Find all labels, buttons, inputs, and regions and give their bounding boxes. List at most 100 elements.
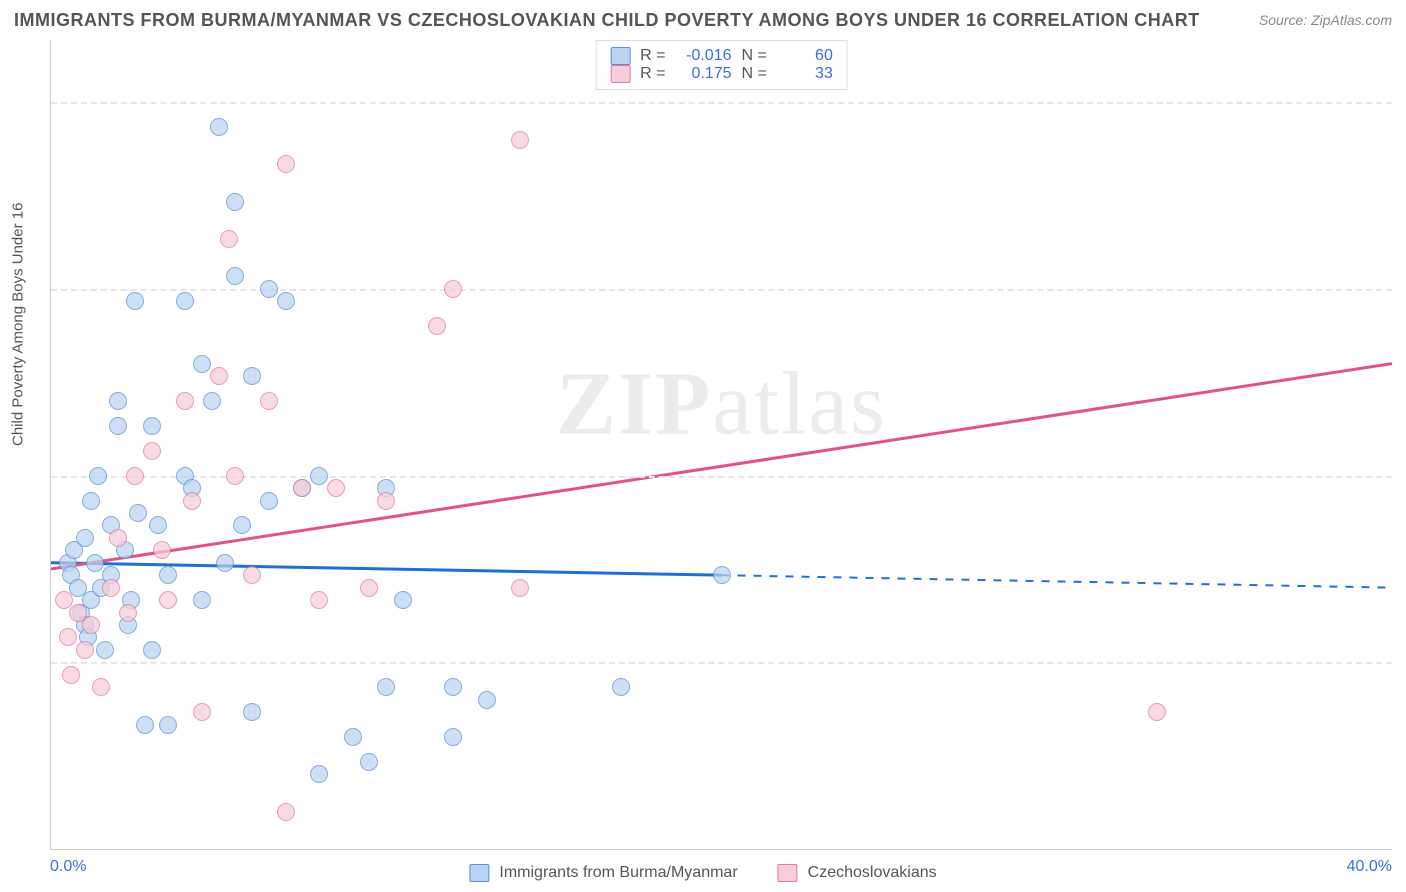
data-point: [243, 566, 261, 584]
data-point: [277, 292, 295, 310]
data-point: [293, 479, 311, 497]
data-point: [243, 703, 261, 721]
data-point: [233, 516, 251, 534]
data-point: [360, 579, 378, 597]
data-point: [136, 716, 154, 734]
data-point: [82, 616, 100, 634]
data-point: [444, 728, 462, 746]
y-tick-label: 15.0%: [1394, 653, 1406, 671]
watermark-bold: ZIP: [556, 355, 712, 454]
y-axis-label: Child Poverty Among Boys Under 16: [10, 203, 27, 446]
data-point: [102, 579, 120, 597]
x-tick-min: 0.0%: [50, 858, 86, 876]
data-point: [260, 392, 278, 410]
legend-row: R = -0.016 N = 60: [610, 47, 833, 65]
data-point: [226, 467, 244, 485]
data-point: [159, 566, 177, 584]
data-point: [243, 367, 261, 385]
data-point: [59, 628, 77, 646]
data-point: [277, 155, 295, 173]
data-point: [176, 392, 194, 410]
gridline: [51, 476, 1392, 478]
data-point: [310, 591, 328, 609]
data-point: [159, 716, 177, 734]
data-point: [344, 728, 362, 746]
data-point: [511, 579, 529, 597]
data-point: [444, 280, 462, 298]
data-point: [126, 292, 144, 310]
data-point: [96, 641, 114, 659]
r-value: -0.016: [676, 47, 732, 65]
data-point: [143, 641, 161, 659]
data-point: [153, 541, 171, 559]
data-point: [82, 492, 100, 510]
source-credit: Source: ZipAtlas.com: [1259, 12, 1392, 28]
data-point: [92, 678, 110, 696]
gridline: [51, 662, 1392, 664]
n-value: 60: [777, 47, 833, 65]
r-label: R =: [640, 47, 665, 65]
data-point: [143, 442, 161, 460]
data-point: [119, 604, 137, 622]
data-point: [203, 392, 221, 410]
legend-swatch-icon: [778, 864, 798, 882]
watermark-rest: atlas: [712, 355, 887, 454]
series-legend: Immigrants from Burma/Myanmar Czechoslov…: [469, 864, 936, 882]
data-point: [612, 678, 630, 696]
data-point: [511, 131, 529, 149]
data-point: [444, 678, 462, 696]
data-point: [428, 317, 446, 335]
data-point: [109, 417, 127, 435]
chart-plot-area: ZIPatlas R = -0.016 N = 60 R = 0.175 N =…: [50, 40, 1392, 850]
data-point: [76, 529, 94, 547]
gridline: [51, 102, 1392, 104]
gridline: [51, 289, 1392, 291]
legend-item: Czechoslovakians: [778, 864, 937, 882]
data-point: [260, 280, 278, 298]
data-point: [129, 504, 147, 522]
r-label: R =: [640, 65, 665, 83]
trend-overlay: [51, 40, 1392, 849]
data-point: [109, 529, 127, 547]
data-point: [713, 566, 731, 584]
y-tick-label: 30.0%: [1394, 467, 1406, 485]
data-point: [176, 292, 194, 310]
chart-title: IMMIGRANTS FROM BURMA/MYANMAR VS CZECHOS…: [14, 10, 1200, 31]
data-point: [143, 417, 161, 435]
data-point: [159, 591, 177, 609]
data-point: [193, 591, 211, 609]
x-tick-max: 40.0%: [1347, 858, 1392, 876]
data-point: [89, 467, 107, 485]
data-point: [193, 703, 211, 721]
source-label: Source:: [1259, 12, 1311, 28]
data-point: [216, 554, 234, 572]
data-point: [310, 765, 328, 783]
data-point: [327, 479, 345, 497]
data-point: [1148, 703, 1166, 721]
n-label: N =: [742, 47, 767, 65]
legend-swatch-icon: [469, 864, 489, 882]
data-point: [86, 554, 104, 572]
data-point: [260, 492, 278, 510]
correlation-legend: R = -0.016 N = 60 R = 0.175 N = 33: [595, 40, 848, 90]
watermark: ZIPatlas: [556, 353, 887, 456]
data-point: [377, 492, 395, 510]
r-value: 0.175: [676, 65, 732, 83]
data-point: [126, 467, 144, 485]
legend-label: Immigrants from Burma/Myanmar: [499, 864, 737, 882]
data-point: [478, 691, 496, 709]
data-point: [226, 267, 244, 285]
data-point: [310, 467, 328, 485]
data-point: [193, 355, 211, 373]
y-tick-label: 45.0%: [1394, 280, 1406, 298]
data-point: [277, 803, 295, 821]
legend-item: Immigrants from Burma/Myanmar: [469, 864, 737, 882]
data-point: [62, 666, 80, 684]
data-point: [220, 230, 238, 248]
legend-swatch-icon: [610, 65, 630, 83]
data-point: [394, 591, 412, 609]
data-point: [226, 193, 244, 211]
data-point: [109, 392, 127, 410]
data-point: [360, 753, 378, 771]
data-point: [183, 492, 201, 510]
